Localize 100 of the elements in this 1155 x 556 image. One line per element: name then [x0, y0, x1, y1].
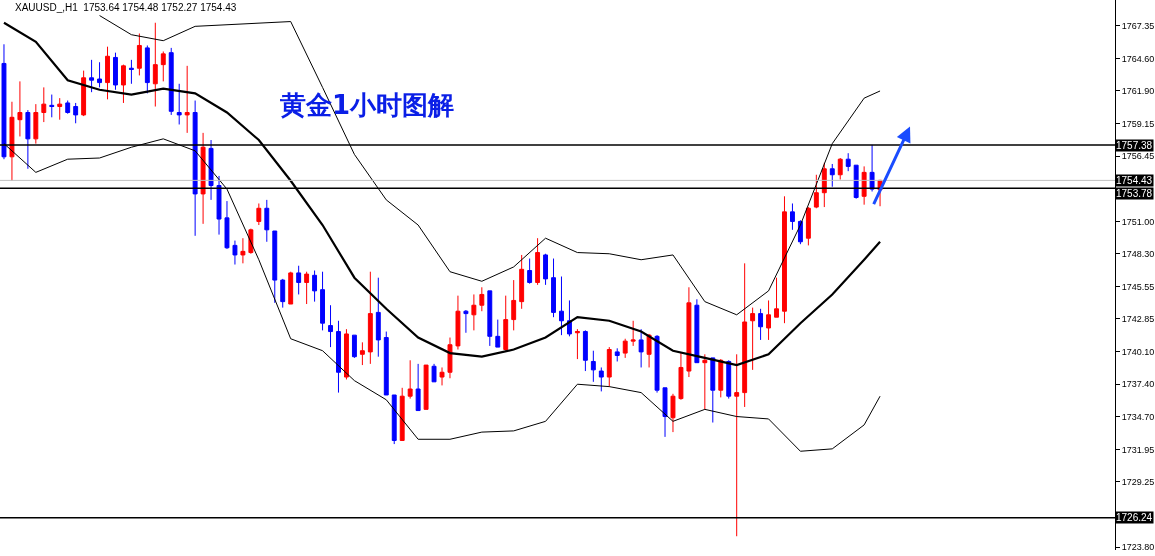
candlestick: [805, 206, 811, 246]
candlestick: [272, 230, 278, 304]
ref-line-label: 1757.38: [1116, 140, 1153, 151]
candlestick: [527, 258, 533, 285]
candlestick: [121, 64, 126, 104]
candlestick: [598, 366, 604, 392]
candlestick: [312, 270, 318, 303]
candlestick: [89, 59, 95, 93]
candlestick: [662, 387, 668, 438]
candlestick: [176, 83, 182, 125]
candlestick: [256, 202, 262, 226]
candlestick: [503, 295, 509, 352]
candlestick: [1, 43, 7, 160]
candlestick: [49, 94, 55, 118]
candlestick: [774, 277, 779, 318]
candlestick: [383, 331, 389, 396]
ref-line-label: 1754.43: [1116, 175, 1153, 186]
candlestick: [630, 320, 636, 347]
candlestick: [415, 363, 421, 412]
candlestick: [240, 237, 246, 264]
candlestick: [65, 100, 71, 115]
candlestick: [359, 341, 365, 366]
candlestick: [33, 103, 39, 145]
candlestick: [519, 254, 525, 310]
y-tick-label: 1751.00: [1121, 216, 1155, 227]
candlestick: [216, 175, 222, 236]
candlestick: [614, 347, 620, 362]
candlestick: [423, 364, 429, 410]
candlestick: [208, 139, 214, 201]
candlestick: [758, 308, 764, 341]
candlestick: [686, 286, 692, 378]
candlestick: [590, 350, 596, 383]
candlestick: [582, 329, 588, 372]
candlestick: [431, 363, 437, 383]
candlestick: [367, 271, 373, 365]
candlestick: [535, 237, 541, 286]
candlestick: [25, 109, 31, 170]
y-tick-label: 1723.80: [1121, 542, 1155, 553]
candlestick: [105, 46, 110, 100]
candlestick: [304, 271, 310, 305]
candlestick: [726, 359, 732, 400]
y-tick-label: 1756.45: [1121, 151, 1155, 162]
candlestick: [463, 310, 469, 334]
candlestick: [232, 240, 238, 266]
candlestick: [702, 353, 708, 410]
candlestick: [407, 359, 413, 400]
candlestick: [487, 290, 493, 347]
candlestick: [574, 328, 580, 360]
candlestick: [790, 202, 795, 231]
candlestick: [280, 278, 286, 309]
y-tick-label: 1734.70: [1121, 411, 1155, 422]
candlestick: [328, 304, 333, 348]
candlestick: [559, 276, 564, 336]
candlestick: [192, 100, 198, 237]
candlestick: [113, 52, 118, 91]
ref-line-label: 1753.78: [1116, 188, 1153, 199]
candlestick: [479, 286, 485, 312]
y-tick-label: 1740.10: [1121, 347, 1155, 358]
candlestick: [344, 328, 349, 380]
candlestick: [81, 70, 87, 117]
y-tick-label: 1742.85: [1121, 314, 1155, 325]
candlestick: [495, 319, 501, 348]
candlestick: [606, 346, 612, 388]
candlestick: [439, 366, 445, 386]
candlestick: [447, 337, 453, 379]
candlestick: [710, 357, 716, 424]
candlestick: [128, 59, 134, 85]
y-tick-label: 1761.90: [1121, 86, 1155, 97]
y-tick-label: 1745.55: [1121, 281, 1155, 292]
candlestick: [336, 320, 341, 394]
candlestick: [184, 65, 190, 134]
candlestick: [264, 199, 270, 243]
candlestick: [351, 334, 357, 359]
candlestick: [551, 258, 556, 318]
candlestick: [837, 157, 843, 181]
candlestick: [654, 334, 660, 394]
candlestick: [320, 271, 325, 331]
candlestick: [288, 271, 294, 305]
candlestick: [543, 253, 548, 286]
candlestick: [9, 101, 15, 182]
candlestick: [168, 47, 174, 116]
candlestick: [742, 262, 748, 408]
candlestick: [782, 195, 787, 324]
y-tick-label: 1767.35: [1121, 20, 1155, 31]
candlestick: [471, 293, 477, 331]
candlestick: [511, 279, 517, 331]
candlestick: [152, 22, 158, 108]
candlestick: [670, 393, 676, 433]
candlestick: [646, 333, 652, 368]
y-tick-label: 1731.95: [1121, 444, 1155, 455]
candlestick: [734, 353, 740, 537]
candlestick: [829, 163, 835, 188]
y-tick-label: 1759.15: [1121, 119, 1155, 130]
candlestick: [97, 61, 102, 88]
y-tick-label: 1748.30: [1121, 248, 1155, 259]
candlestick: [455, 295, 461, 351]
candlestick: [296, 265, 302, 295]
candlestick: [678, 352, 684, 401]
candlestick: [391, 394, 397, 445]
candlestick: [750, 307, 756, 371]
